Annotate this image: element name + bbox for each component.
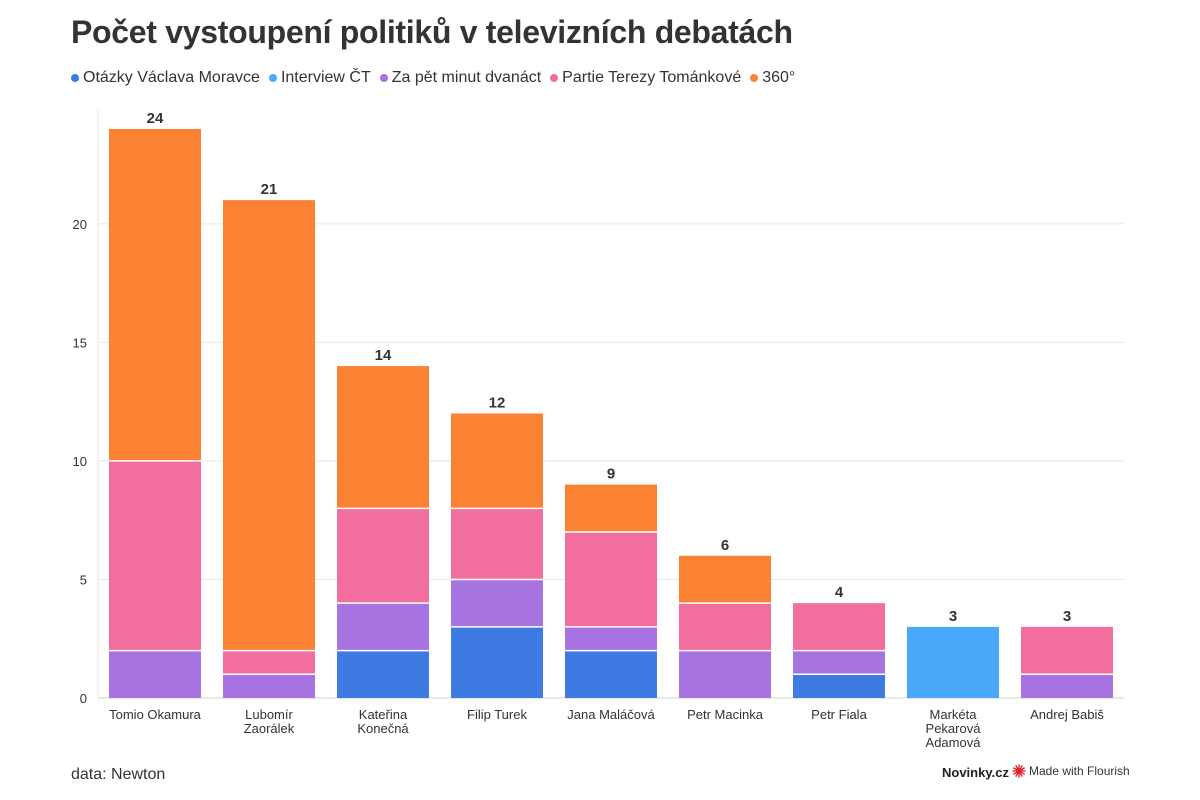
bar-segment [907, 626, 999, 698]
bar-segment [451, 579, 543, 627]
legend-swatch [550, 74, 559, 82]
bar-total-label: 24 [147, 110, 164, 127]
flourish-icon [1012, 764, 1026, 778]
x-tick-label-line: Lubomír [245, 707, 293, 722]
bar-segment [679, 650, 771, 698]
flourish-credit-label: Made with Flourish [1029, 764, 1130, 778]
x-tick-label-line: Petr Fiala [811, 707, 867, 722]
x-tick-label-line: Pekarová [926, 721, 982, 736]
bar-segment [565, 626, 657, 651]
bar-segment [793, 603, 885, 651]
x-tick-label-line: Konečná [357, 721, 409, 736]
x-tick-label-line: Jana Maláčová [567, 707, 655, 722]
brand-logo[interactable]: Novinky.cz [942, 765, 1009, 780]
bar-segment [451, 508, 543, 580]
legend-swatch [268, 74, 277, 82]
bar-segment [1021, 674, 1113, 698]
x-tick-label-line: Markéta [930, 707, 978, 722]
bar-total-label: 3 [949, 608, 957, 625]
bar-segment [679, 555, 771, 604]
x-tick-label: Lubomír Zaorálek [244, 707, 295, 736]
x-tick-label: Tomio Okamura [109, 707, 202, 722]
bar-total-label: 21 [261, 181, 278, 198]
y-tick-label: 5 [80, 572, 87, 587]
bar-segment [337, 650, 429, 698]
x-tick-label: Kateřina Konečná [357, 707, 409, 736]
bar-segment [679, 603, 771, 651]
chart-legend: Otázky Václava Moravce Interview ČT Za pět… [71, 69, 804, 87]
bar-segment [793, 674, 885, 698]
legend-item[interactable]: Otázky Václava Moravce [71, 69, 260, 87]
bar-segment [565, 532, 657, 627]
bar-segment [337, 366, 429, 509]
x-tick-label-line: Adamová [926, 735, 982, 750]
legend-swatch [71, 74, 79, 82]
x-tick-label-line: Tomio Okamura [109, 707, 202, 722]
x-tick-label: Petr Fiala [811, 707, 867, 722]
legend-label: Partie Terezy Tománkové [562, 69, 742, 86]
bar-segment [109, 460, 201, 651]
bar-total-label: 14 [375, 347, 392, 364]
y-tick-label: 0 [80, 691, 87, 706]
legend-label: 360° [762, 69, 796, 86]
bar-segment [337, 508, 429, 604]
legend-swatch [750, 74, 759, 82]
bar-segment [451, 626, 543, 698]
legend-item[interactable]: 360° [750, 69, 795, 87]
legend-label: Interview ČT [280, 69, 371, 86]
x-tick-label: Filip Turek [467, 707, 527, 722]
bar-total-label: 4 [835, 584, 844, 601]
bar-total-label: 9 [607, 466, 615, 483]
bar-segment [565, 484, 657, 533]
x-tick-label: Andrej Babiš [1030, 707, 1104, 722]
y-tick-label: 20 [73, 217, 87, 232]
legend-label: Za pět minut dvanáct [391, 69, 542, 86]
bar-segment [223, 200, 315, 651]
bar-segment [337, 603, 429, 651]
y-tick-label: 10 [73, 454, 87, 469]
bar-segment [223, 674, 315, 698]
bar-segment [793, 650, 885, 675]
legend-item[interactable]: Za pět minut dvanáct [379, 69, 542, 87]
legend-item[interactable]: Interview ČT [268, 69, 371, 87]
legend-item[interactable]: Partie Terezy Tománkové [550, 69, 741, 87]
bar-segment [1021, 626, 1113, 675]
x-tick-label-line: Kateřina [359, 707, 408, 722]
flourish-credit[interactable]: Made with Flourish [1012, 764, 1130, 778]
x-tick-label-line: Filip Turek [467, 707, 527, 722]
x-tick-label-line: Andrej Babiš [1030, 707, 1104, 722]
bar-segment [109, 129, 201, 461]
x-tick-label-line: Petr Macinka [687, 707, 764, 722]
x-tick-label: Petr Macinka [687, 707, 764, 722]
legend-label: Otázky Václava Moravce [83, 69, 260, 86]
x-tick-label-line: Zaorálek [244, 721, 295, 736]
bar-total-label: 12 [489, 395, 506, 412]
bar-segment [565, 650, 657, 698]
data-source: data: Newton [71, 766, 166, 783]
y-tick-label: 15 [73, 335, 87, 350]
bar-total-label: 6 [721, 537, 729, 554]
bar-segment [451, 413, 543, 509]
bar-segment [109, 650, 201, 698]
bar-total-label: 3 [1063, 608, 1071, 625]
x-tick-label: Jana Maláčová [567, 707, 655, 722]
chart-title: Počet vystoupení politiků v televizních … [71, 14, 793, 50]
legend-swatch [379, 74, 388, 82]
x-tick-label: Markéta Pekarová Adamová [926, 707, 982, 750]
bar-segment [223, 650, 315, 675]
